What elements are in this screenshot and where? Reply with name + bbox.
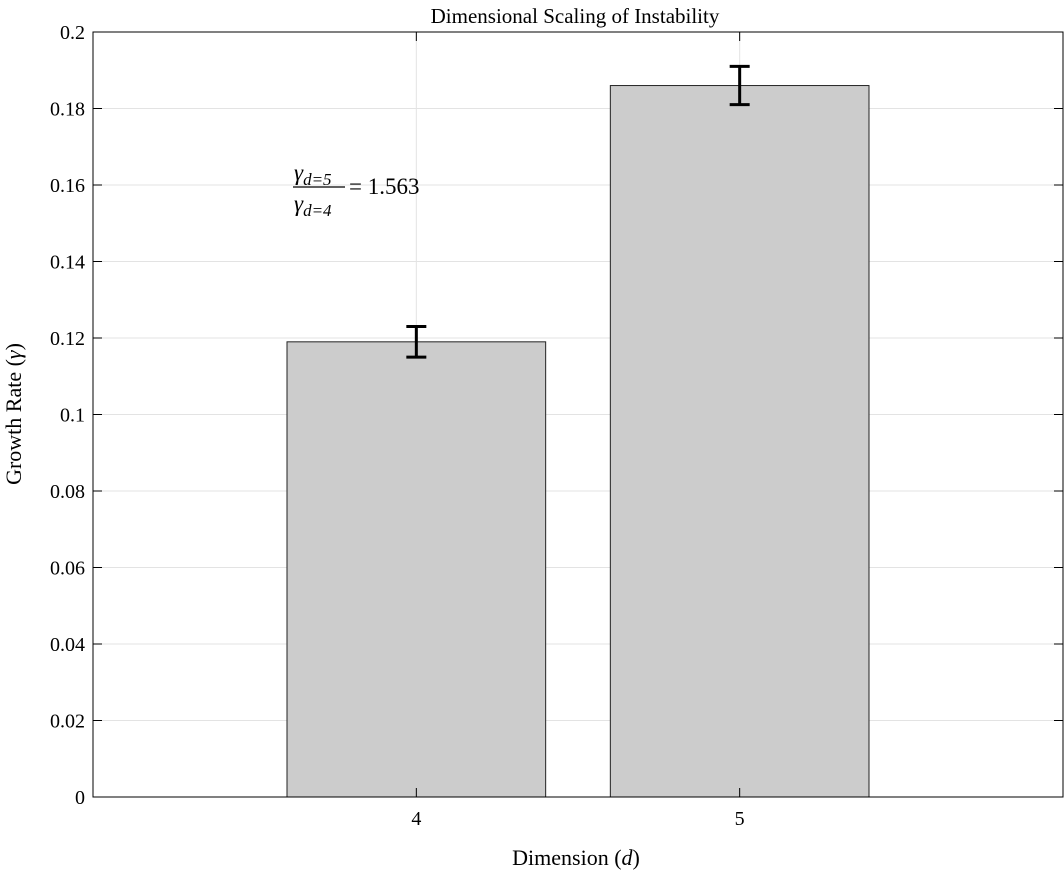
ratio-denominator: γd=4 — [294, 191, 332, 220]
y-tick-label: 0.18 — [50, 99, 85, 121]
y-tick-label: 0.1 — [60, 405, 85, 427]
y-tick-label: 0.02 — [50, 711, 85, 733]
y-ticks: 0 0.02 0.04 0.06 0.08 0.1 0.12 0.14 0.16 0.18 0.2 — [50, 22, 1063, 809]
ratio-value: = 1.563 — [349, 174, 419, 199]
ratio-annotation: γd=5 γd=4 = 1.563 — [293, 160, 419, 220]
y-tick-label: 0.04 — [50, 634, 85, 656]
y-tick-label: 0.14 — [50, 252, 85, 274]
bars — [286, 85, 870, 798]
y-tick-label: 0.12 — [50, 328, 85, 350]
x-axis-label: Dimension (d) — [512, 845, 640, 870]
error-bars — [406, 64, 750, 359]
ratio-numerator: γd=5 — [294, 160, 332, 189]
bar-5 — [609, 85, 870, 798]
y-axis-label: Growth Rate (γ) — [1, 343, 26, 485]
x-tick-label: 4 — [411, 808, 421, 830]
grid-lines — [93, 31, 1063, 798]
chart-title: Dimensional Scaling of Instability — [431, 4, 720, 28]
bar-4 — [286, 341, 547, 798]
y-tick-label: 0.16 — [50, 175, 85, 197]
y-tick-label: 0.2 — [60, 22, 85, 44]
y-tick-label: 0 — [75, 787, 85, 809]
y-tick-label: 0.08 — [50, 481, 85, 503]
x-tick-label: 5 — [735, 808, 745, 830]
y-tick-label: 0.06 — [50, 558, 85, 580]
